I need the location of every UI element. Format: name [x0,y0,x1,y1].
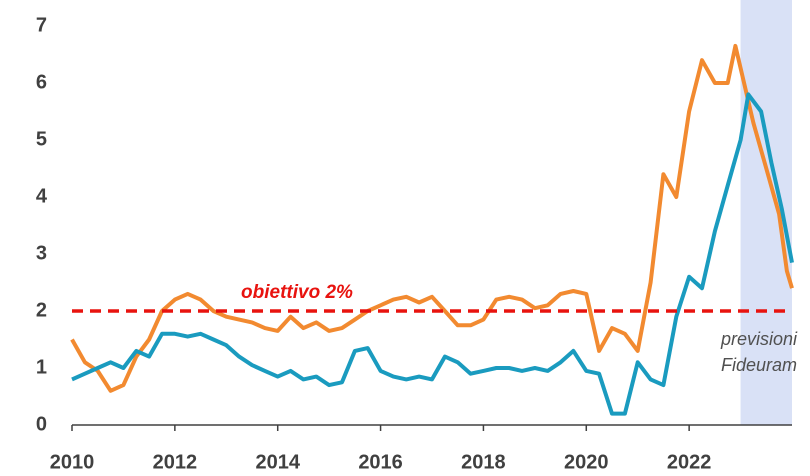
y-tick-label: 1 [36,356,47,378]
y-tick-label: 2 [36,299,47,321]
forecast-label: Fideuram [721,355,797,375]
x-tick-label: 2010 [50,451,95,473]
y-tick-label: 0 [36,413,47,435]
y-tick-label: 5 [36,128,47,150]
x-tick-label: 2022 [667,451,712,473]
series-line [70,43,794,393]
series-line [71,92,794,416]
x-tick-label: 2016 [358,451,403,473]
x-tick-label: 2012 [153,451,198,473]
y-tick-label: 3 [36,242,47,264]
y-tick-label: 7 [36,14,47,36]
background-layer: 0 1 2 3 4 5 6 7 2010 2012 2014 2016 2018 2020 2022 [36,0,792,473]
forecast-label: previsioni [720,329,798,349]
target-label: obiettivo 2% [241,282,353,303]
x-tick-label: 2014 [255,451,300,473]
y-tick-label: 4 [36,185,48,207]
y-tick-label: 6 [36,71,47,93]
x-tick-label: 2020 [564,451,609,473]
x-tick-label: 2018 [461,451,506,473]
